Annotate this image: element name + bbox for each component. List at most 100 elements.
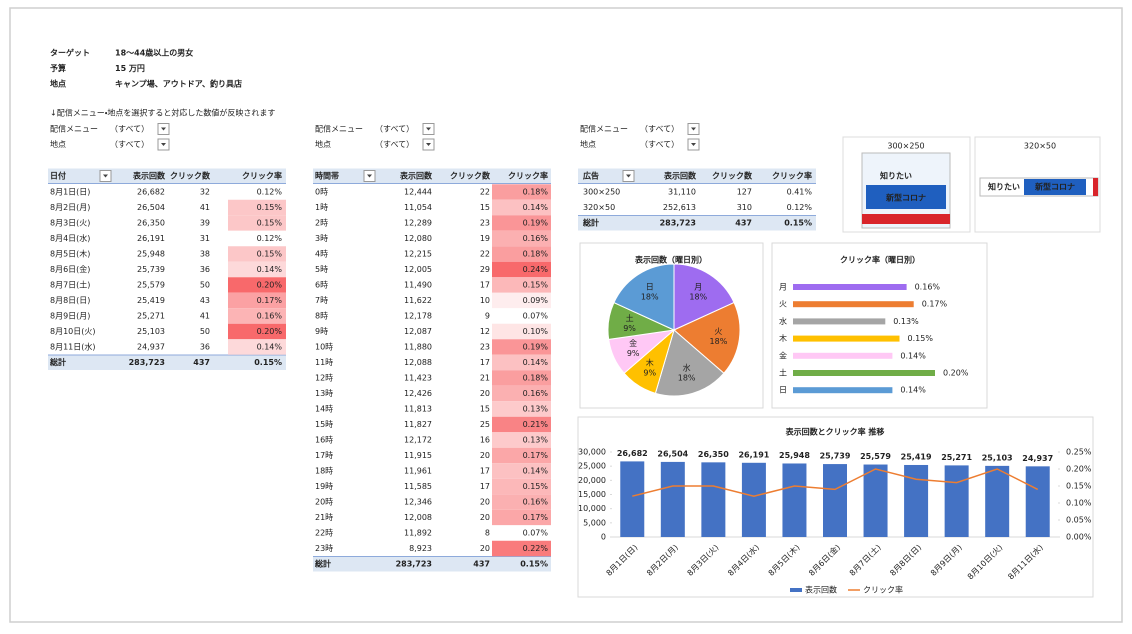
table-cell: 20時	[315, 498, 333, 507]
table-cell: 11,880	[404, 343, 432, 352]
bar-category: 火	[779, 300, 787, 309]
table-cell: 0.16%	[523, 389, 549, 398]
table-cell: 8月3日(火)	[50, 219, 90, 228]
table-cell: 15時	[315, 420, 333, 429]
table-cell: 25,948	[137, 250, 165, 259]
y-tick-label: 15,000	[578, 490, 606, 499]
ad-size: 320×50	[1024, 142, 1056, 151]
bar-value-label: 0.17%	[922, 300, 948, 309]
table-cell: 0.19%	[523, 219, 549, 228]
table-cell: 29	[480, 265, 490, 274]
table-cell: 22	[480, 188, 490, 197]
table-cell: 12時	[315, 374, 333, 383]
table-cell: 8月10日(火)	[50, 327, 96, 336]
table-cell: 23	[480, 343, 490, 352]
legend-label: 表示回数	[805, 585, 837, 595]
table-cell: 25,739	[137, 265, 165, 274]
filter-label: 配信メニュー	[315, 124, 363, 134]
bar-value-label: 25,271	[941, 453, 972, 462]
filter-label: 地点	[580, 139, 596, 149]
bar	[701, 462, 725, 537]
table-cell: 12,088	[404, 358, 432, 367]
column-header: 日付	[50, 171, 66, 181]
table-cell: 21時	[315, 513, 333, 522]
table-cell: 23時	[315, 544, 333, 553]
filter-value: （すべて）	[110, 140, 149, 149]
table-cell: 0.15%	[257, 250, 283, 259]
y-tick-label: 30,000	[578, 448, 606, 457]
bar-value-label: 26,682	[617, 449, 648, 458]
slice-label: 火	[714, 327, 722, 336]
y2-tick-label: 0.20%	[1066, 465, 1092, 474]
table-cell: 127	[737, 188, 752, 197]
chart-title: 表示回数とクリック率 推移	[785, 427, 885, 437]
table-cell: 8月5日(木)	[50, 249, 90, 259]
header-value: 18～44歳以上の男女	[115, 48, 193, 58]
table-cell: 12,087	[404, 327, 432, 336]
table-cell: 25,579	[137, 281, 165, 290]
table-cell: 0.15%	[257, 203, 283, 212]
bar-value-label: 26,191	[738, 450, 769, 459]
table-cell: 12,080	[404, 234, 432, 243]
table-cell: 11,585	[404, 482, 432, 491]
y2-tick-label: 0.25%	[1066, 448, 1092, 457]
table-cell: 38	[200, 250, 210, 259]
dashboard: ターゲット18～44歳以上の男女予算15 万円地点キャンプ場、アウトドア、釣り具…	[0, 0, 1132, 630]
table-cell: 0.12%	[787, 203, 813, 212]
table-cell: 11,490	[404, 281, 432, 290]
table-cell: 12,444	[404, 188, 432, 197]
table-cell: 0.12%	[257, 234, 283, 243]
table-cell: 0.14%	[523, 358, 549, 367]
table-cell: 15	[480, 203, 490, 212]
slice-label: 土	[626, 313, 634, 323]
y2-tick-label: 0.15%	[1066, 482, 1092, 491]
bar-category: 木	[779, 333, 787, 343]
table-cell: 8月4日(水)	[50, 233, 90, 243]
table-cell: 0.16%	[523, 234, 549, 243]
ad-text: 新型コロナ	[885, 193, 926, 203]
table-cell: 17	[480, 358, 490, 367]
ad-text: 知りたい	[988, 182, 1020, 192]
chart-title: 表示回数（曜日別）	[634, 255, 707, 265]
table-cell: 12,346	[404, 498, 432, 507]
table-cell: 20	[480, 451, 490, 460]
table-cell: 39	[200, 219, 210, 228]
table-cell: 8月2日(月)	[50, 203, 90, 212]
table-cell: 11,892	[404, 529, 432, 538]
table-cell: 300×250	[583, 188, 620, 197]
bar-category: 水	[779, 316, 787, 326]
table-cell: 0.24%	[523, 265, 549, 274]
table-cell: 22時	[315, 529, 333, 538]
table-cell: 13時	[315, 389, 333, 398]
slice-value: 18%	[710, 337, 728, 346]
filter-label: 配信メニュー	[50, 124, 98, 134]
bar	[793, 301, 914, 307]
table-cell: 0.14%	[257, 265, 283, 274]
bar-value-label: 24,937	[1022, 454, 1053, 463]
page: ターゲット18～44歳以上の男女予算15 万円地点キャンプ場、アウトドア、釣り具…	[0, 0, 1132, 630]
slice-label: 月	[694, 283, 702, 292]
total-cell: 283,723	[660, 219, 696, 228]
bar	[742, 463, 766, 537]
table-cell: 20	[480, 513, 490, 522]
table-cell: 0.41%	[787, 188, 813, 197]
table-cell: 320×50	[583, 203, 615, 212]
bar-value-label: 0.14%	[900, 351, 926, 360]
y2-tick-label: 0.05%	[1066, 516, 1092, 525]
table-cell: 7時	[315, 296, 328, 305]
table-cell: 8,923	[409, 544, 432, 553]
bar-value-label: 0.16%	[915, 283, 941, 292]
y2-tick-label: 0.10%	[1066, 499, 1092, 508]
table-cell: 12	[480, 327, 490, 336]
column-header: クリック数	[170, 171, 211, 181]
bar-value-label: 26,504	[657, 449, 688, 458]
table-cell: 32	[200, 188, 210, 197]
filter-value: （すべて）	[375, 140, 414, 149]
table-cell: 12,426	[404, 389, 432, 398]
table-cell: 0.14%	[523, 203, 549, 212]
y-tick-label: 25,000	[578, 462, 606, 471]
table-cell: 0.21%	[523, 420, 549, 429]
table-cell: 12,289	[404, 219, 432, 228]
table-cell: 20	[480, 389, 490, 398]
table-cell: 26,682	[137, 188, 165, 197]
